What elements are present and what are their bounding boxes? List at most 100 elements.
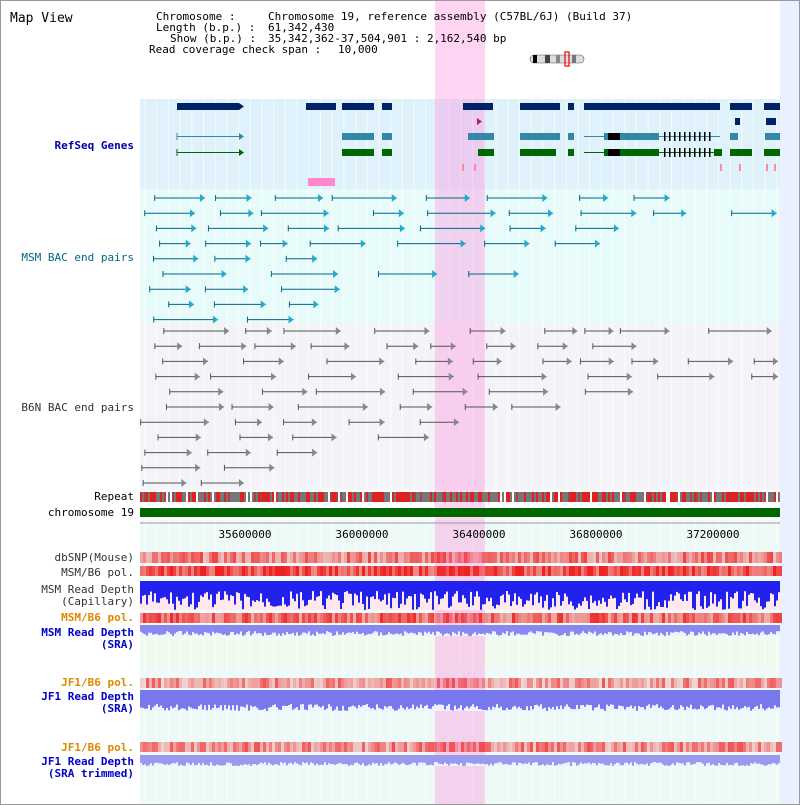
- bac-end-pair[interactable]: [159, 239, 191, 248]
- bac-end-pair[interactable]: [200, 479, 244, 487]
- bac-end-pair[interactable]: [587, 372, 632, 381]
- bac-end-pair[interactable]: [207, 224, 269, 233]
- bac-end-pair[interactable]: [469, 327, 506, 335]
- bac-end-pair[interactable]: [488, 387, 549, 396]
- bac-end-pair[interactable]: [348, 418, 385, 427]
- bac-end-pair[interactable]: [575, 224, 619, 233]
- bac-end-pair[interactable]: [157, 433, 201, 442]
- bac-end-pair[interactable]: [169, 387, 224, 396]
- bac-end-pair[interactable]: [537, 342, 568, 351]
- bac-end-pair[interactable]: [270, 270, 339, 278]
- bac-end-pair[interactable]: [315, 387, 386, 396]
- bac-end-pair[interactable]: [155, 372, 200, 381]
- bac-end-pair[interactable]: [283, 418, 317, 427]
- bac-end-pair[interactable]: [412, 387, 468, 396]
- chromosome-ideogram-icon[interactable]: [529, 51, 585, 67]
- bac-end-pair[interactable]: [337, 224, 405, 233]
- bac-end-pair[interactable]: [245, 327, 272, 335]
- bac-end-pair[interactable]: [653, 209, 687, 218]
- b6n-bac-label[interactable]: B6N BAC end pairs: [21, 401, 134, 414]
- msm-bac-label[interactable]: MSM BAC end pairs: [21, 251, 134, 264]
- bac-end-pair[interactable]: [753, 357, 778, 366]
- bac-end-pair[interactable]: [511, 403, 561, 411]
- bac-end-pair[interactable]: [274, 194, 324, 202]
- bac-end-pair[interactable]: [246, 315, 294, 324]
- bac-end-pair[interactable]: [419, 224, 486, 233]
- bac-end-pair[interactable]: [708, 327, 772, 335]
- bac-end-pair[interactable]: [239, 433, 274, 442]
- bac-end-pair[interactable]: [377, 433, 429, 442]
- msm-depth-sra-label-1[interactable]: MSM Read Depth: [41, 626, 134, 639]
- bac-end-pair[interactable]: [579, 357, 614, 366]
- bac-end-pair[interactable]: [377, 270, 438, 278]
- msm-depth-cap-label-1[interactable]: MSM Read Depth: [41, 583, 134, 596]
- msm-b6-pol-label-2[interactable]: MSM/B6 pol.: [61, 611, 134, 624]
- bac-end-pair[interactable]: [142, 479, 187, 487]
- bac-end-pair[interactable]: [254, 342, 296, 351]
- refseq-genes-track[interactable]: [176, 103, 780, 186]
- bac-end-pair[interactable]: [326, 357, 385, 366]
- bac-end-pair[interactable]: [554, 239, 600, 248]
- bac-end-pair[interactable]: [162, 357, 209, 366]
- bac-end-pair[interactable]: [464, 403, 498, 411]
- jf1-b6-pol-label-1[interactable]: JF1/B6 pol.: [61, 676, 134, 689]
- bac-end-pair[interactable]: [486, 342, 516, 351]
- bac-end-pair[interactable]: [687, 357, 734, 366]
- bac-end-pair[interactable]: [223, 463, 275, 472]
- bac-end-pair[interactable]: [214, 254, 251, 263]
- bac-end-pair[interactable]: [751, 372, 778, 381]
- dbsnp-label[interactable]: dbSNP(Mouse): [55, 551, 134, 564]
- bac-end-pair[interactable]: [205, 239, 251, 248]
- bac-end-pair[interactable]: [276, 448, 318, 457]
- bac-end-pair[interactable]: [731, 209, 777, 218]
- bac-end-pair[interactable]: [397, 372, 454, 381]
- bac-end-pair[interactable]: [154, 194, 205, 202]
- bac-end-pair[interactable]: [243, 357, 284, 366]
- bac-end-pair[interactable]: [472, 357, 502, 366]
- bac-end-pair[interactable]: [153, 315, 218, 324]
- bac-end-pair[interactable]: [584, 387, 633, 396]
- bac-end-pair[interactable]: [281, 285, 340, 294]
- bac-end-pair[interactable]: [215, 194, 252, 202]
- bac-end-pair[interactable]: [207, 448, 251, 457]
- bac-end-pair[interactable]: [308, 372, 357, 381]
- bac-end-pair[interactable]: [260, 239, 288, 248]
- bac-end-pair[interactable]: [509, 224, 546, 233]
- bac-end-pair[interactable]: [292, 433, 337, 442]
- bac-end-pair[interactable]: [144, 448, 192, 457]
- bac-end-pair[interactable]: [633, 194, 670, 202]
- bac-end-pair[interactable]: [419, 418, 459, 427]
- bac-end-pair[interactable]: [288, 300, 319, 309]
- repeat-label[interactable]: Repeat: [94, 490, 134, 503]
- bac-end-pair[interactable]: [415, 357, 453, 366]
- bac-end-pair[interactable]: [477, 372, 547, 381]
- bac-end-pair[interactable]: [331, 194, 397, 202]
- bac-end-pair[interactable]: [153, 254, 199, 263]
- bac-end-pair[interactable]: [619, 327, 670, 335]
- bac-end-pair[interactable]: [592, 342, 637, 351]
- bac-end-pair[interactable]: [144, 209, 195, 218]
- msm-b6-pol-label-1[interactable]: MSM/B6 pol.: [61, 566, 134, 579]
- bac-end-pair[interactable]: [162, 270, 227, 278]
- bac-end-pair[interactable]: [427, 209, 496, 218]
- bac-end-pair[interactable]: [657, 372, 715, 381]
- bac-end-pair[interactable]: [285, 254, 318, 263]
- bac-end-pair[interactable]: [486, 194, 548, 202]
- bac-end-pair[interactable]: [165, 403, 224, 411]
- refseq-genes-label[interactable]: RefSeq Genes: [55, 139, 134, 152]
- b6n-bac-track[interactable]: [140, 327, 778, 487]
- bac-end-pair[interactable]: [260, 209, 329, 218]
- read-depth-tracks[interactable]: [140, 581, 780, 766]
- bac-end-pair[interactable]: [584, 327, 614, 335]
- bac-end-pair[interactable]: [297, 403, 368, 411]
- bac-end-pair[interactable]: [198, 342, 247, 351]
- bac-end-pair[interactable]: [168, 300, 195, 309]
- bac-end-pair[interactable]: [484, 239, 530, 248]
- bac-end-pair[interactable]: [372, 209, 404, 218]
- bac-end-pair[interactable]: [231, 403, 274, 411]
- bac-end-pair[interactable]: [283, 327, 341, 335]
- bac-end-pair[interactable]: [397, 239, 466, 248]
- bac-end-pair[interactable]: [579, 194, 609, 202]
